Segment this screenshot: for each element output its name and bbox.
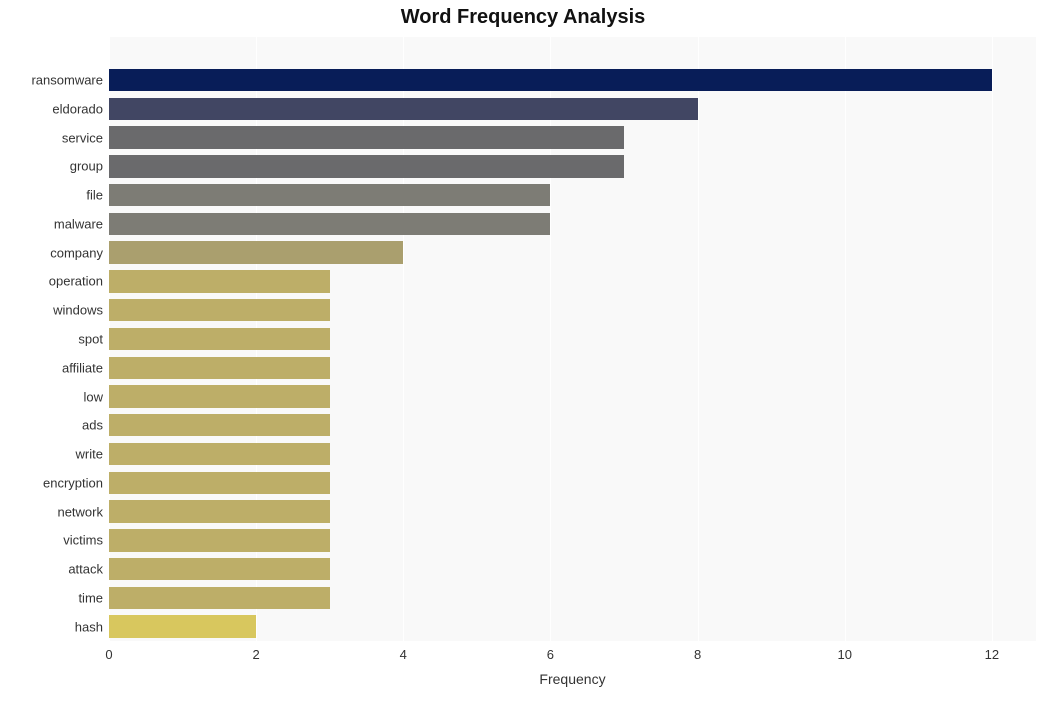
bar bbox=[109, 184, 550, 206]
x-tick-label: 12 bbox=[985, 647, 999, 662]
x-tick-label: 8 bbox=[694, 647, 701, 662]
bar bbox=[109, 357, 330, 379]
y-tick-label: hash bbox=[75, 619, 109, 634]
x-tick-label: 4 bbox=[400, 647, 407, 662]
bar bbox=[109, 443, 330, 465]
bar bbox=[109, 126, 624, 148]
y-tick-label: eldorado bbox=[52, 101, 109, 116]
bar bbox=[109, 69, 992, 91]
plot-area: 024681012ransomwareeldoradoservicegroupf… bbox=[109, 37, 1036, 641]
bar bbox=[109, 241, 403, 263]
bar bbox=[109, 529, 330, 551]
bar bbox=[109, 385, 330, 407]
bar bbox=[109, 558, 330, 580]
y-tick-label: spot bbox=[78, 332, 109, 347]
gridline bbox=[698, 37, 699, 641]
y-tick-label: attack bbox=[68, 562, 109, 577]
y-tick-label: windows bbox=[53, 303, 109, 318]
bar bbox=[109, 155, 624, 177]
y-tick-label: low bbox=[83, 389, 109, 404]
bar bbox=[109, 270, 330, 292]
bar bbox=[109, 615, 256, 637]
x-tick-label: 2 bbox=[253, 647, 260, 662]
chart-container: Word Frequency Analysis 024681012ransomw… bbox=[0, 0, 1046, 701]
x-tick-label: 0 bbox=[105, 647, 112, 662]
bar bbox=[109, 98, 698, 120]
gridline bbox=[992, 37, 993, 641]
y-tick-label: affiliate bbox=[62, 360, 109, 375]
y-tick-label: ads bbox=[82, 418, 109, 433]
y-tick-label: file bbox=[86, 188, 109, 203]
bar bbox=[109, 500, 330, 522]
y-tick-label: service bbox=[62, 130, 109, 145]
y-tick-label: network bbox=[57, 504, 109, 519]
bar bbox=[109, 414, 330, 436]
bar bbox=[109, 213, 550, 235]
chart-title: Word Frequency Analysis bbox=[0, 6, 1046, 29]
x-tick-label: 6 bbox=[547, 647, 554, 662]
y-tick-label: victims bbox=[63, 533, 109, 548]
y-tick-label: company bbox=[50, 245, 109, 260]
x-tick-label: 10 bbox=[837, 647, 851, 662]
gridline bbox=[845, 37, 846, 641]
bar bbox=[109, 328, 330, 350]
y-tick-label: ransomware bbox=[31, 73, 109, 88]
y-tick-label: group bbox=[70, 159, 109, 174]
bar bbox=[109, 587, 330, 609]
y-tick-label: operation bbox=[49, 274, 109, 289]
y-tick-label: write bbox=[76, 447, 109, 462]
bar bbox=[109, 299, 330, 321]
y-tick-label: malware bbox=[54, 216, 109, 231]
y-tick-label: time bbox=[78, 590, 109, 605]
bar bbox=[109, 472, 330, 494]
x-axis-title: Frequency bbox=[539, 671, 605, 687]
y-tick-label: encryption bbox=[43, 475, 109, 490]
